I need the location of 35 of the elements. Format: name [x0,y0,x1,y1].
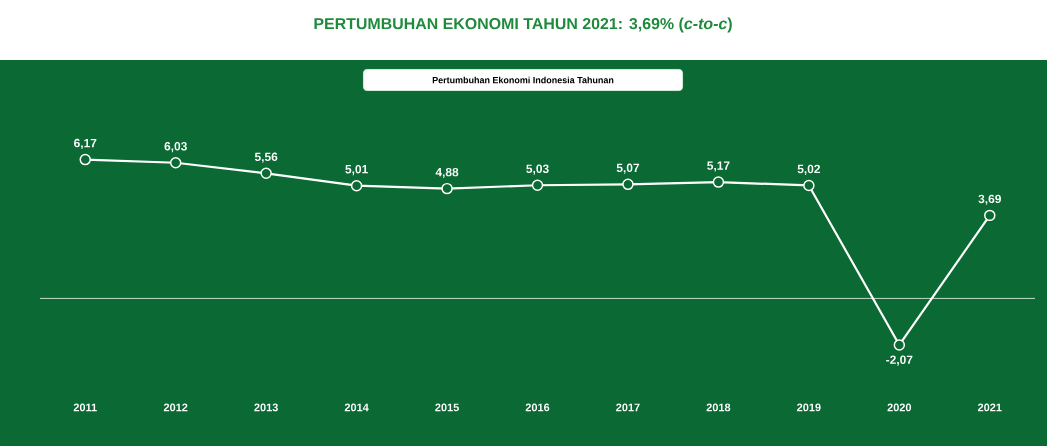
data-label: 4,88 [435,167,459,179]
data-label: 5,17 [707,161,730,172]
x-tick-label: 2018 [706,403,731,412]
point [441,182,453,195]
chart-title: PERTUMBUHAN EKONOMI TAHUN 2021: 3,69% (c-to-c) [314,17,732,33]
point [169,157,182,169]
point [803,179,815,192]
data-label: -2,07 [886,355,913,366]
data-label: 3,69 [978,194,1001,205]
data-label: 6,03 [164,142,187,153]
point [984,209,996,222]
data-label: 6,17 [74,138,97,150]
chart-subtitle: Pertumbuhan Ekonomi Indonesia Tahunan [432,76,614,84]
x-tick-label: 2019 [797,403,821,412]
data-label: 5,56 [254,152,278,163]
point [79,153,91,166]
point [350,179,363,192]
x-tick-label: 2012 [163,403,188,412]
point [712,176,725,188]
x-tick-label: 2014 [344,403,369,412]
data-label: 5,03 [526,164,549,175]
point [893,339,906,351]
x-tick-label: 2011 [73,403,97,412]
x-tick-label: 2015 [435,403,459,412]
x-tick-label: 2021 [977,403,1002,412]
x-tick-label: 2016 [525,403,550,412]
data-label: 5,07 [616,163,640,174]
point [260,167,272,180]
x-tick-label: 2020 [887,403,912,412]
point [622,178,634,191]
data-label: 5,01 [345,164,368,176]
data-label: 5,02 [797,164,821,175]
x-tick-label: 2013 [254,403,278,412]
x-tick-label: 2017 [616,403,640,412]
point [531,179,544,191]
